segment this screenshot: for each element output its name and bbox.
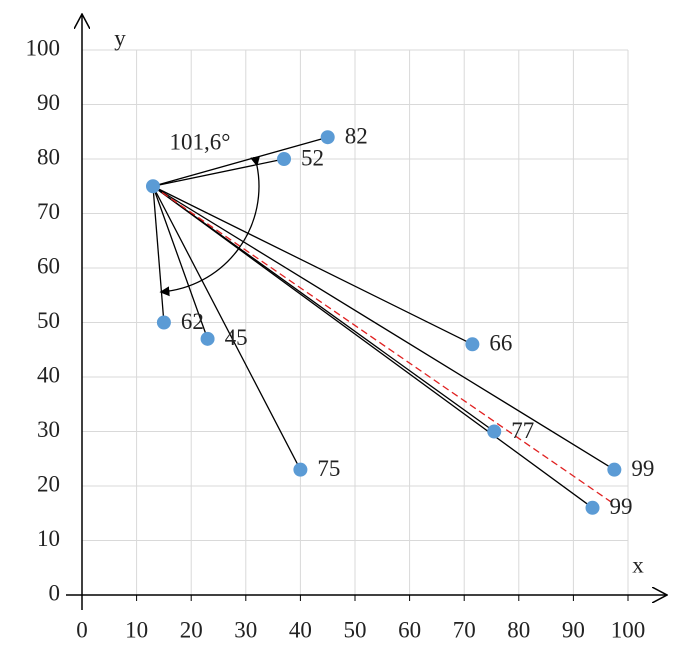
y-tick-label: 70 bbox=[37, 199, 60, 224]
x-tick-label: 100 bbox=[611, 617, 646, 642]
x-tick-label: 60 bbox=[398, 617, 421, 642]
y-axis-label: y bbox=[114, 25, 126, 50]
point-label: 45 bbox=[225, 325, 248, 350]
connector bbox=[152, 185, 593, 509]
angle-arc bbox=[159, 155, 261, 297]
y-tick-label: 100 bbox=[26, 35, 61, 60]
x-tick-label: 90 bbox=[562, 617, 585, 642]
y-tick-label: 80 bbox=[37, 144, 60, 169]
x-tick-label: 70 bbox=[453, 617, 476, 642]
point bbox=[200, 331, 215, 346]
point-label: 66 bbox=[489, 331, 512, 356]
point bbox=[293, 462, 308, 477]
y-tick-label: 40 bbox=[37, 362, 60, 387]
point-label: 52 bbox=[301, 145, 324, 170]
y-tick-label: 10 bbox=[37, 526, 60, 551]
x-tick-label: 30 bbox=[234, 617, 257, 642]
point bbox=[320, 130, 335, 145]
point-label: 77 bbox=[511, 418, 534, 443]
point bbox=[277, 152, 292, 166]
point bbox=[465, 337, 480, 352]
point-label: 82 bbox=[345, 123, 368, 148]
point-label: 75 bbox=[317, 456, 340, 481]
point bbox=[487, 424, 502, 439]
x-tick-label: 50 bbox=[344, 617, 367, 642]
point bbox=[156, 315, 171, 330]
y-tick-label: 0 bbox=[49, 580, 61, 605]
y-tick-label: 30 bbox=[37, 417, 60, 442]
point bbox=[585, 500, 600, 515]
x-tick-label: 40 bbox=[289, 617, 312, 642]
grid bbox=[82, 49, 629, 595]
connector bbox=[152, 158, 285, 187]
y-tick-label: 90 bbox=[37, 90, 60, 115]
center-point bbox=[145, 179, 160, 194]
connector bbox=[152, 186, 165, 323]
point-label: 62 bbox=[181, 309, 204, 334]
point-label: 99 bbox=[610, 494, 633, 519]
x-tick-label: 10 bbox=[125, 617, 148, 642]
x-tick-label: 20 bbox=[180, 617, 203, 642]
y-tick-label: 60 bbox=[37, 253, 60, 278]
point bbox=[607, 462, 622, 477]
trend-line bbox=[152, 185, 612, 503]
connector bbox=[152, 185, 615, 471]
angle-label: 101,6° bbox=[170, 129, 231, 154]
y-tick-label: 20 bbox=[37, 471, 60, 496]
x-tick-label: 0 bbox=[76, 617, 88, 642]
x-tick-label: 80 bbox=[507, 617, 530, 642]
point-label: 99 bbox=[631, 456, 654, 481]
y-tick-label: 50 bbox=[37, 308, 60, 333]
x-axis-label: x bbox=[632, 552, 644, 577]
